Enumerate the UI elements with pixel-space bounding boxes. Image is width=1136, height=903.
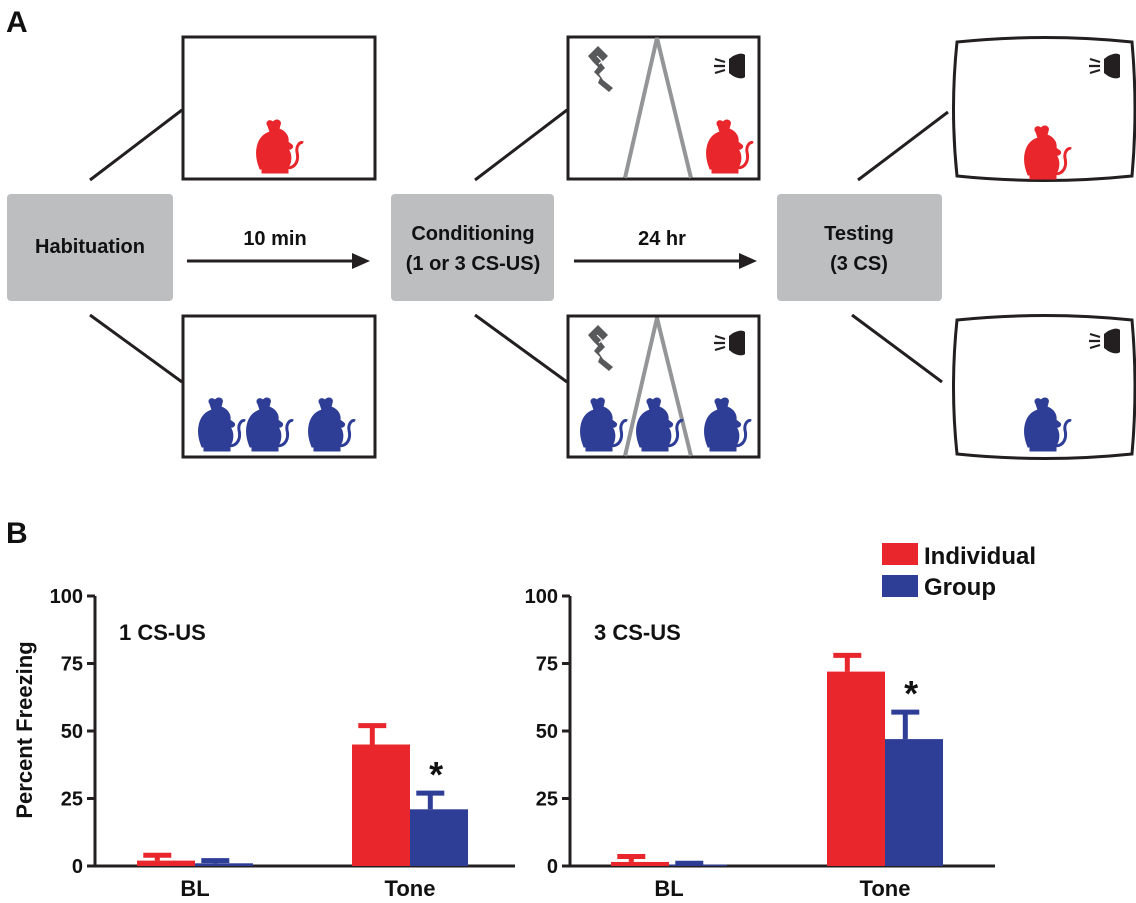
y-tick-label: 25 [536, 789, 558, 811]
conditioning-group-chamber [566, 314, 761, 459]
rat-icon [1023, 124, 1073, 181]
testing-stage-box [777, 194, 942, 301]
bar-group [885, 739, 943, 866]
rat-icon [245, 396, 295, 453]
chart-3-cs-us: 0 25 50 75 100 3 CS-US BL Tone * [525, 586, 995, 901]
testing-label: Testing [824, 223, 894, 245]
habituation-label: Habituation [35, 236, 145, 258]
shock-grid-bars [623, 37, 693, 179]
x-tick-label: Tone [860, 876, 911, 901]
y-tick-label: 25 [61, 789, 83, 811]
speaker-icon [712, 52, 747, 80]
arrow-10-min-label: 10 min [243, 228, 306, 250]
rat-icon [255, 118, 305, 175]
bar-group [195, 863, 253, 866]
conditioning-stage-box [391, 194, 554, 301]
habituation-individual-chamber [181, 35, 377, 181]
speaker-icon [712, 329, 747, 357]
rat-icon [703, 396, 753, 453]
bar-group [669, 864, 727, 866]
panel-b-label: B [6, 517, 28, 550]
significance-marker: * [429, 754, 443, 795]
conditioning-sub-label: (1 or 3 CS-US) [406, 253, 540, 275]
y-tick-label: 50 [61, 721, 83, 743]
habituation-group-chamber [181, 314, 377, 459]
testing-individual-chamber [952, 36, 1136, 182]
y-axis-label: Percent Freezing [12, 641, 37, 818]
shock-electrode-icon [587, 45, 614, 93]
conditioning-individual-chamber [566, 35, 761, 181]
speaker-icon [1087, 327, 1122, 355]
significance-marker: * [904, 673, 918, 714]
legend-swatch-group [882, 575, 918, 597]
speaker-icon [1087, 52, 1122, 80]
rat-icon [1023, 396, 1073, 453]
bar-individual [611, 861, 669, 866]
x-tick-label: BL [180, 876, 209, 901]
arrow-24-hr [574, 253, 757, 269]
habituation-stage-box [7, 194, 173, 301]
arrow-24-hr-label: 24 hr [638, 228, 686, 250]
chart-annotation: 3 CS-US [594, 620, 681, 645]
legend-individual-label: Individual [924, 543, 1036, 570]
x-tick-label: Tone [385, 876, 436, 901]
rat-icon [307, 396, 357, 453]
testing-sub-label: (3 CS) [830, 253, 888, 275]
bar-individual [352, 744, 410, 866]
panel-a-label: A [6, 6, 28, 39]
rat-icon [197, 396, 247, 453]
chart-1-cs-us: 0 25 50 75 100 1 CS-US BL Tone * [50, 586, 515, 901]
y-tick-label: 100 [525, 586, 558, 608]
bar-individual [827, 671, 885, 866]
y-tick-label: 75 [536, 654, 558, 676]
rat-icon [579, 396, 629, 453]
conditioning-label: Conditioning [411, 223, 534, 245]
y-tick-label: 0 [547, 856, 558, 878]
bar-group [410, 809, 468, 866]
legend-swatch-individual [882, 543, 918, 565]
y-tick-label: 0 [72, 856, 83, 878]
y-tick-label: 75 [61, 654, 83, 676]
bar-individual [137, 860, 195, 866]
y-tick-label: 50 [536, 721, 558, 743]
arrow-10-min [187, 253, 370, 269]
shock-electrode-icon [587, 324, 614, 372]
shock-grid-bars [623, 317, 693, 457]
connector-lines [89, 108, 949, 384]
legend-group-label: Group [924, 574, 996, 601]
y-tick-label: 100 [50, 586, 83, 608]
chart-annotation: 1 CS-US [119, 620, 206, 645]
x-tick-label: BL [654, 876, 683, 901]
rat-icon [635, 396, 685, 453]
rat-icon [705, 118, 755, 175]
testing-group-chamber [952, 314, 1136, 460]
